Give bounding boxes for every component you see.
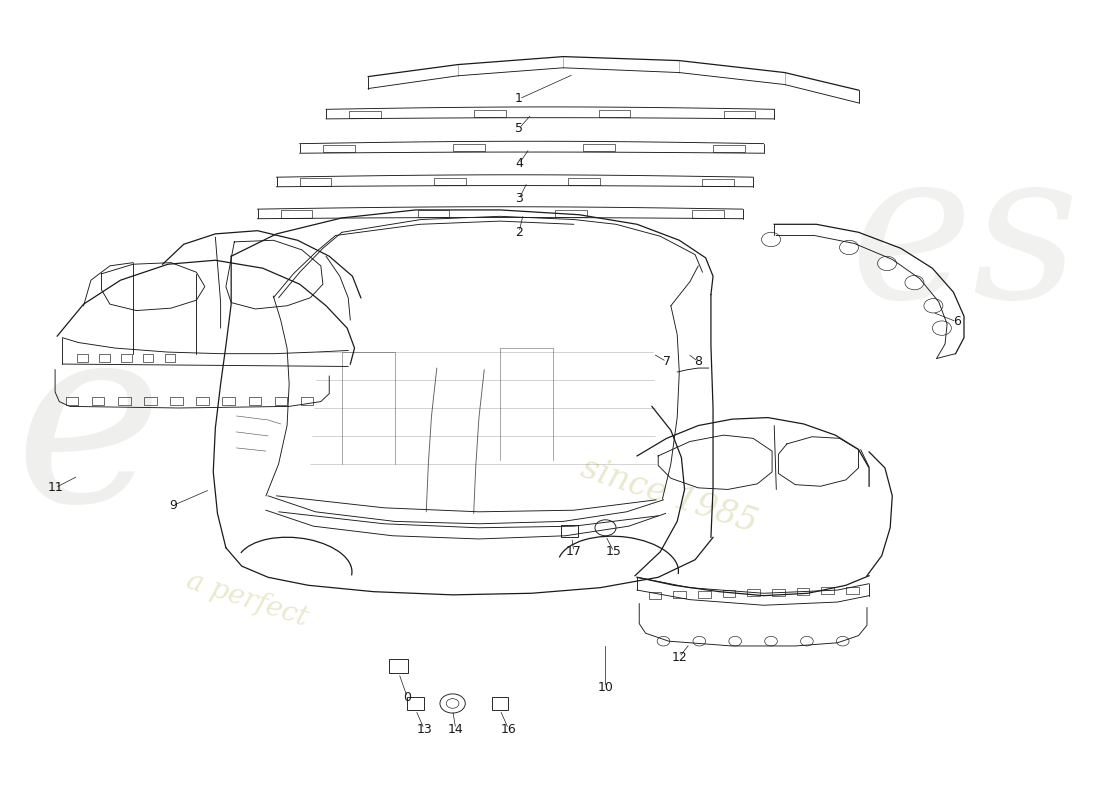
- Bar: [275, 397, 287, 405]
- Bar: [698, 590, 711, 598]
- Bar: [66, 397, 78, 405]
- Text: 15: 15: [606, 546, 621, 558]
- Bar: [772, 589, 784, 596]
- Text: es: es: [849, 139, 1079, 341]
- Bar: [453, 144, 485, 151]
- Bar: [703, 178, 734, 186]
- Bar: [196, 397, 209, 405]
- Bar: [822, 587, 834, 594]
- Bar: [280, 210, 312, 218]
- Bar: [583, 144, 615, 151]
- Text: 16: 16: [500, 722, 516, 735]
- Bar: [249, 397, 261, 405]
- Text: 8: 8: [694, 355, 702, 368]
- Text: e: e: [14, 310, 163, 553]
- Bar: [300, 397, 313, 405]
- Text: 4: 4: [515, 157, 522, 170]
- Bar: [673, 591, 686, 598]
- Bar: [222, 397, 235, 405]
- Bar: [692, 210, 724, 218]
- Text: 1: 1: [515, 93, 522, 106]
- Bar: [144, 397, 156, 405]
- Text: 0: 0: [404, 690, 411, 703]
- Text: 2: 2: [515, 226, 522, 238]
- Bar: [350, 110, 381, 118]
- Bar: [299, 178, 331, 186]
- Bar: [118, 397, 131, 405]
- Bar: [724, 110, 756, 118]
- Text: 7: 7: [662, 355, 671, 368]
- Bar: [492, 697, 508, 710]
- Text: a perfect: a perfect: [183, 567, 311, 632]
- Bar: [846, 586, 858, 594]
- Text: 11: 11: [47, 482, 63, 494]
- Text: 12: 12: [671, 650, 688, 664]
- Bar: [170, 397, 183, 405]
- Bar: [99, 354, 110, 362]
- Text: 10: 10: [597, 681, 614, 694]
- Bar: [723, 590, 735, 597]
- Text: 14: 14: [448, 722, 463, 735]
- Bar: [165, 354, 175, 362]
- Bar: [418, 210, 450, 217]
- Bar: [434, 178, 465, 185]
- Bar: [77, 354, 88, 362]
- Bar: [649, 592, 661, 599]
- Text: since 1985: since 1985: [576, 452, 761, 539]
- Bar: [389, 658, 408, 673]
- Bar: [747, 590, 760, 597]
- Text: 3: 3: [515, 192, 522, 206]
- Bar: [407, 697, 425, 710]
- Bar: [121, 354, 132, 362]
- Bar: [796, 588, 810, 595]
- Text: 9: 9: [169, 499, 177, 512]
- Bar: [561, 525, 579, 538]
- Bar: [598, 110, 630, 117]
- Bar: [91, 397, 104, 405]
- Text: 6: 6: [953, 315, 960, 328]
- Bar: [713, 145, 745, 152]
- Bar: [569, 178, 600, 185]
- Bar: [323, 145, 354, 152]
- Text: 13: 13: [416, 722, 432, 735]
- Bar: [554, 210, 586, 217]
- Bar: [474, 110, 506, 117]
- Text: 17: 17: [565, 546, 582, 558]
- Text: 5: 5: [515, 122, 522, 135]
- Bar: [143, 354, 153, 362]
